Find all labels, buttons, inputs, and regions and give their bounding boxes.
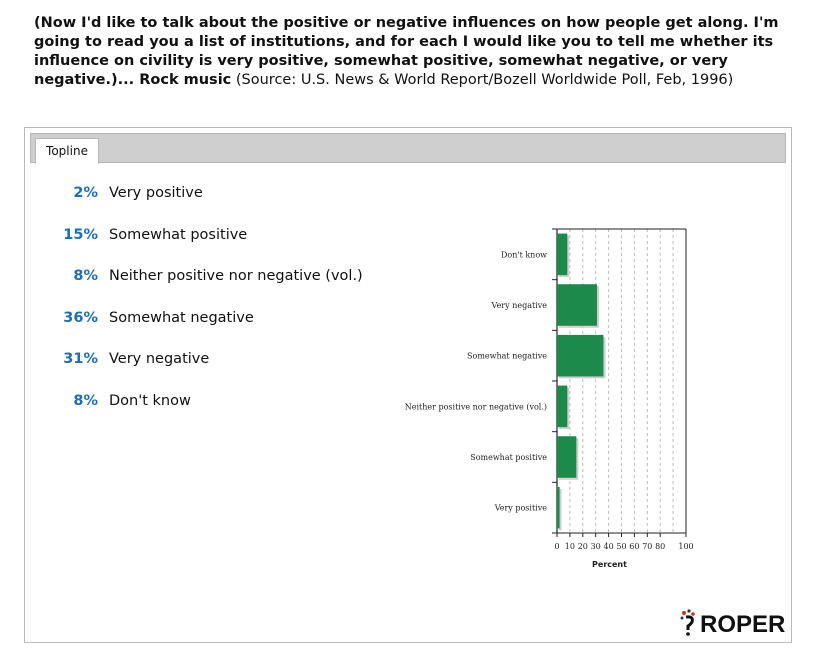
bar (557, 436, 577, 478)
x-tick-label: 50 (616, 542, 626, 551)
bar (557, 486, 560, 529)
topline-label: Somewhat negative (109, 310, 254, 326)
x-tick-label: 40 (604, 542, 614, 551)
topline-label: Neither positive nor negative (vol.) (109, 268, 363, 284)
roper-logo-icon: ROPER (680, 609, 785, 638)
bar (557, 385, 568, 428)
x-tick-label: 20 (578, 542, 588, 551)
roper-logo-text: ROPER (700, 611, 785, 637)
tab-bar: Topline (30, 133, 786, 164)
question-source: (Source: U.S. News & World Report/Bozell… (231, 72, 734, 88)
category-label: Somewhat positive (470, 453, 547, 462)
topline-label: Don't know (109, 393, 191, 409)
category-label: Very negative (491, 301, 548, 310)
category-label: Don't know (501, 250, 547, 259)
question-body: (Now I'd like to talk about the positive… (34, 15, 779, 88)
x-tick-label: 100 (678, 542, 693, 551)
topline-percent: 8% (73, 393, 98, 409)
topline-percent: 31% (63, 351, 98, 367)
topline-percent: 2% (73, 185, 98, 201)
category-label: Somewhat negative (467, 352, 547, 361)
x-tick-label: 30 (591, 542, 601, 551)
topline-label: Somewhat positive (109, 227, 248, 243)
x-tick-label: 80 (655, 542, 665, 551)
x-tick-label: 10 (565, 542, 575, 551)
topline-label: Very positive (109, 185, 203, 201)
x-tick-label: 70 (642, 542, 652, 551)
topline-percent: 8% (73, 268, 98, 284)
category-label: Very positive (494, 504, 548, 513)
x-axis-title: Percent (592, 560, 627, 569)
tab-topline[interactable]: Topline (35, 138, 99, 164)
bar-shadow (559, 488, 562, 531)
category-label: Neither positive nor negative (vol.) (405, 402, 547, 411)
topline-percent: 15% (63, 227, 98, 243)
topline-percent: 36% (63, 310, 98, 326)
results-panel: Topline (24, 127, 792, 643)
bar (557, 233, 568, 276)
bar (557, 334, 604, 377)
bar (557, 284, 597, 326)
roper-logo-mark (680, 609, 695, 636)
topline-label: Very negative (109, 351, 210, 367)
x-tick-label: 60 (629, 542, 639, 551)
x-tick-label: 0 (554, 542, 559, 551)
roper-logo: ROPER (678, 607, 788, 638)
question-text: (Now I'd like to talk about the positive… (34, 14, 794, 90)
